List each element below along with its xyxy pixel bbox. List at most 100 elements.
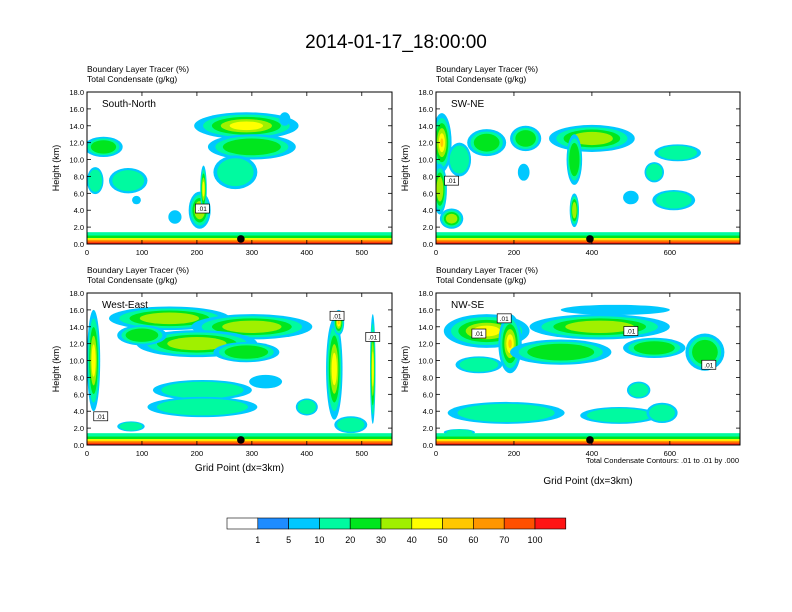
cloud-shade — [436, 176, 444, 202]
y-tick-label: 2.0 — [423, 223, 433, 232]
colorbar-swatch — [473, 517, 505, 530]
contour-label: .01 — [333, 313, 342, 320]
cloud-shade — [161, 381, 244, 399]
plot-frame — [435, 91, 741, 245]
y-tick-label: 10.0 — [418, 357, 433, 366]
contour-label-box — [93, 411, 109, 422]
cloud-shade — [156, 398, 249, 416]
y-tick-label: 14.0 — [69, 122, 84, 131]
cloud-shade — [125, 328, 159, 342]
panel-title-line2: Total Condensate (g/kg) — [436, 74, 526, 84]
y-tick-label: 12.0 — [418, 139, 433, 148]
panel-title-line1: Boundary Layer Tracer (%) — [436, 265, 538, 275]
y-tick-label: 8.0 — [423, 172, 433, 181]
y-tick-label: 4.0 — [423, 206, 433, 215]
colorbar-swatch — [442, 517, 474, 530]
plot-background — [436, 92, 740, 244]
shaded-field: .01 — [436, 92, 740, 244]
cloud-shade — [331, 352, 337, 386]
colorbar-label: 60 — [468, 535, 478, 545]
contour-note: Total Condensate Contours: .01 to .01 by… — [586, 456, 739, 465]
cloud-shade — [517, 163, 530, 181]
cloud-shade — [569, 142, 580, 177]
y-tick-label: 6.0 — [74, 390, 84, 399]
colorbar-swatch — [257, 517, 289, 530]
y-tick-label: 4.0 — [74, 206, 84, 215]
colorbar-label: 10 — [314, 535, 324, 545]
cloud-shade — [119, 422, 143, 431]
colorbar-swatch — [226, 517, 259, 530]
cloud-shade — [297, 399, 316, 415]
x-tick-label: 300 — [246, 248, 259, 257]
y-tick-label: 10.0 — [418, 156, 433, 165]
contour-label: .01 — [447, 178, 456, 185]
cloud-shade — [91, 344, 96, 377]
shaded-field: .01 — [87, 92, 392, 244]
cloud-shade — [655, 191, 692, 209]
y-tick-label: 18.0 — [69, 88, 84, 97]
y-tick-label: 8.0 — [74, 172, 84, 181]
cloud-shade — [628, 383, 649, 398]
x-tick-label: 500 — [356, 248, 369, 257]
contour-label-box — [496, 313, 512, 324]
panel-nw-se: Boundary Layer Tracer (%) Total Condensat… — [400, 265, 741, 487]
shaded-field: .01 .01 .01 — [87, 293, 392, 445]
cloud-shade — [139, 312, 200, 325]
cloud-shade — [658, 145, 698, 160]
cloud-shade — [279, 112, 291, 126]
plot-frame — [435, 292, 741, 446]
x-tick-label: 200 — [191, 248, 204, 257]
x-tick-label: 400 — [301, 248, 314, 257]
contour-label: .01 — [474, 331, 483, 338]
y-tick-label: 0.0 — [423, 441, 433, 450]
plot-frame — [86, 292, 393, 446]
cloud-shade — [649, 404, 675, 422]
shaded-field: .01 .01 .01 .01 — [436, 293, 740, 445]
y-tick-label: 0.0 — [74, 240, 84, 249]
colorbar-swatch — [411, 517, 443, 530]
cloud-shade — [527, 343, 595, 361]
panel-title-line2: Total Condensate (g/kg) — [87, 74, 177, 84]
y-tick-label: 4.0 — [423, 407, 433, 416]
contour-label: .01 — [368, 334, 377, 341]
x-tick-label: 0 — [434, 449, 438, 458]
location-marker — [586, 436, 594, 444]
colorbar-label: 50 — [438, 535, 448, 545]
y-tick-label: 0.0 — [74, 441, 84, 450]
cloud-shade — [222, 138, 281, 156]
colorbar-label: 30 — [376, 535, 386, 545]
cloud-shade — [646, 163, 663, 181]
x-tick-label: 0 — [85, 248, 89, 257]
cloud-shade — [337, 320, 340, 325]
cloud-shade — [90, 140, 117, 154]
y-tick-label: 12.0 — [69, 139, 84, 148]
colorbar-swatch — [534, 517, 567, 530]
contour-label: .01 — [500, 316, 509, 323]
y-tick-label: 16.0 — [69, 306, 84, 315]
contour-label-box — [623, 326, 639, 336]
y-tick-label: 2.0 — [423, 424, 433, 433]
colorbar-label: 5 — [286, 535, 291, 545]
y-axis-label: Height (km) — [400, 145, 410, 192]
panel-sw-ne: Boundary Layer Tracer (%)Total Condensat… — [400, 64, 741, 257]
cloud-shade — [249, 374, 283, 389]
x-tick-label: 100 — [136, 248, 149, 257]
contour-label: .01 — [704, 362, 713, 369]
contour-label: .01 — [198, 206, 207, 213]
y-tick-label: 6.0 — [423, 390, 433, 399]
y-axis-label: Height (km) — [400, 346, 410, 393]
cloud-shade — [473, 133, 500, 152]
y-tick-label: 16.0 — [418, 105, 433, 114]
cloud-shade — [168, 210, 182, 224]
y-tick-label: 14.0 — [418, 122, 433, 131]
x-tick-label: 600 — [664, 449, 677, 458]
cloud-shade — [560, 304, 670, 315]
cloud-shade — [586, 408, 652, 423]
x-tick-label: 0 — [434, 248, 438, 257]
boundary-layer-band — [87, 443, 392, 445]
cloud-shade — [570, 131, 613, 146]
x-tick-label: 200 — [191, 449, 204, 458]
colorbar-label: 100 — [527, 535, 542, 545]
x-axis-label: Grid Point (dx=3km) — [543, 476, 632, 487]
